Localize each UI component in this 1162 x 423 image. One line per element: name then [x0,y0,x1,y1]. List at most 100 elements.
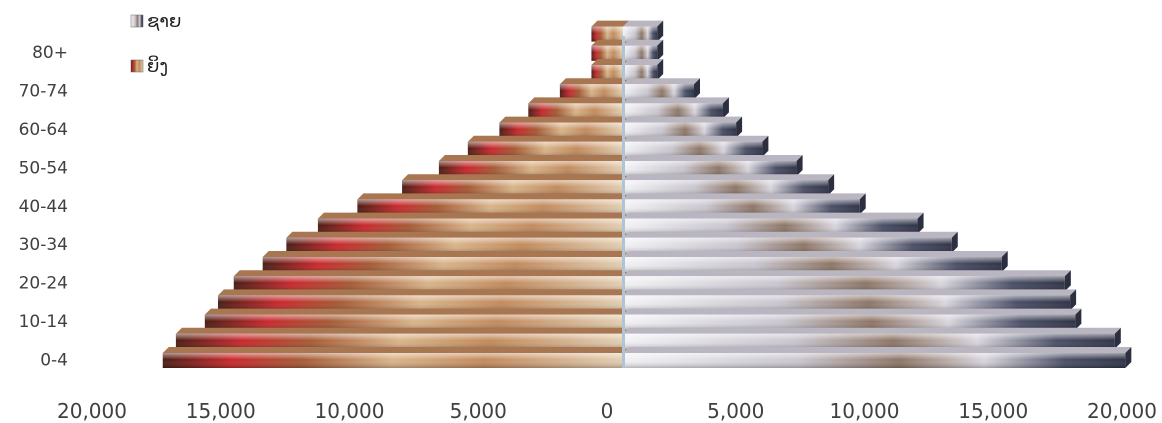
male-bar-10-14 [623,308,1082,330]
male-bar-side-70-74 [694,78,701,100]
male-bar-side-0-4 [1125,347,1132,368]
y-tick-label-20-24: 20-24 [19,274,68,294]
male-bar-shine-25-29 [623,257,1002,272]
male-bar-shine-55-59 [623,141,763,157]
male-bar-top-60-64 [623,116,743,123]
female-bar-top-30-34 [286,231,629,238]
male-bar-45-49 [623,174,835,196]
female-bar-shine-25-29 [262,257,623,272]
male-bar-side-85+ [657,20,664,42]
male-bar-shine-75-79 [623,65,658,80]
male-bar-top-20-24 [623,270,1071,277]
female-bar-shine-40-44 [357,199,623,215]
x-axis-tick-labels: 20,000 15,000 10,000 5,000 0 5,000 10,000 15,00… [57,399,1157,423]
male-bar-70-74 [623,78,701,100]
male-bar-30-34 [623,231,958,253]
male-bar-shine-65-69 [623,103,723,119]
female-bar-top-70-74 [559,78,629,85]
x-tick-label-3: 5,000 [450,399,507,423]
female-bar-top-55-59 [467,135,629,142]
male-bar-top-40-44 [623,193,866,200]
female-bar-top-25-29 [262,251,629,257]
female-bar-shine-15-19 [217,295,624,311]
female-bar-shine-50-54 [438,161,623,176]
male-bar-shine-50-54 [623,161,797,176]
male-bar-top-55-59 [623,135,769,142]
male-bar-65-69 [623,97,729,119]
female-bar-top-15-19 [217,289,630,296]
male-bar-top-65-69 [623,97,729,104]
male-bar-side-40-44 [859,193,866,215]
male-bar-side-60-64 [736,116,743,138]
male-bar-top-85+ [623,20,664,27]
female-bar-shine-35-39 [317,218,623,234]
female-bar-shine-45-49 [402,180,623,196]
legend-item-female: ຍິງ [130,56,168,77]
y-tick-label-70-74: 70-74 [19,82,68,102]
x-tick-label-7: 15,000 [958,399,1028,423]
male-bar-shine-40-44 [623,199,860,215]
legend-item-male: ຊາຍ [130,11,181,32]
male-bar-top-35-39 [623,212,924,219]
female-bar-top-10-14 [204,308,629,315]
male-bar-20-24 [623,270,1071,292]
female-bar-45-49 [402,174,629,196]
male-bar-side-80+ [657,39,664,61]
legend-swatch-female [130,59,144,73]
male-bar-shine-30-34 [623,237,952,253]
female-bar-top-0-4 [162,347,629,353]
y-tick-label-60-64: 60-64 [19,120,68,140]
female-bar-shine-70-74 [559,84,623,100]
male-bar-shine-70-74 [623,84,695,100]
y-tick-label-30-34: 30-34 [19,235,68,255]
male-bar-shine-0-4 [623,353,1126,368]
female-bar-top-40-44 [357,193,629,200]
male-bar-85+ [623,20,664,42]
female-bar-50-54 [438,155,629,176]
male-bar-side-25-29 [1001,251,1008,272]
male-bar-shine-20-24 [623,276,1065,292]
male-bar-top-45-49 [623,174,835,181]
male-bar-shine-60-64 [623,122,737,138]
male-bar-5-9 [623,327,1121,349]
female-bar-75-79 [591,59,629,80]
y-tick-label-80+: 80+ [32,43,68,63]
x-tick-label-5: 5,000 [707,399,764,423]
female-bar-60-64 [499,116,629,138]
female-bar-15-19 [217,289,630,311]
female-bar-shine-75-79 [591,65,623,80]
x-tick-label-2: 10,000 [315,399,385,423]
female-bar-80+ [591,39,629,61]
male-bar-top-30-34 [623,231,958,238]
x-tick-label-4: 0 [601,399,614,423]
male-bar-40-44 [623,193,866,215]
y-tick-label-10-14: 10-14 [19,312,68,332]
female-bar-55-59 [467,135,629,157]
male-bar-side-65-69 [722,97,729,119]
female-bar-top-45-49 [402,174,629,181]
female-bar-35-39 [317,212,629,234]
female-bar-25-29 [262,251,629,272]
female-bar-85+ [591,20,629,42]
male-bar-side-75-79 [657,59,664,80]
female-bars [162,20,630,368]
legend-label-male: ຊາຍ [147,11,181,32]
male-bar-side-5-9 [1114,327,1121,349]
female-bar-70-74 [559,78,629,100]
x-tick-label-6: 10,000 [830,399,900,423]
male-bar-side-10-14 [1075,308,1082,330]
male-bar-50-54 [623,155,803,176]
male-bar-top-0-4 [623,347,1132,353]
y-tick-label-40-44: 40-44 [19,197,68,217]
male-bar-top-10-14 [623,308,1082,315]
center-axis-line [622,36,625,368]
male-bar-side-20-24 [1064,270,1071,292]
y-tick-label-0-4: 0-4 [40,350,68,370]
female-bar-10-14 [204,308,629,330]
legend-swatch-male [130,14,144,28]
female-bar-shine-5-9 [175,333,623,349]
male-bar-15-19 [623,289,1077,311]
male-bar-side-50-54 [796,155,803,176]
male-bar-80+ [623,39,664,61]
